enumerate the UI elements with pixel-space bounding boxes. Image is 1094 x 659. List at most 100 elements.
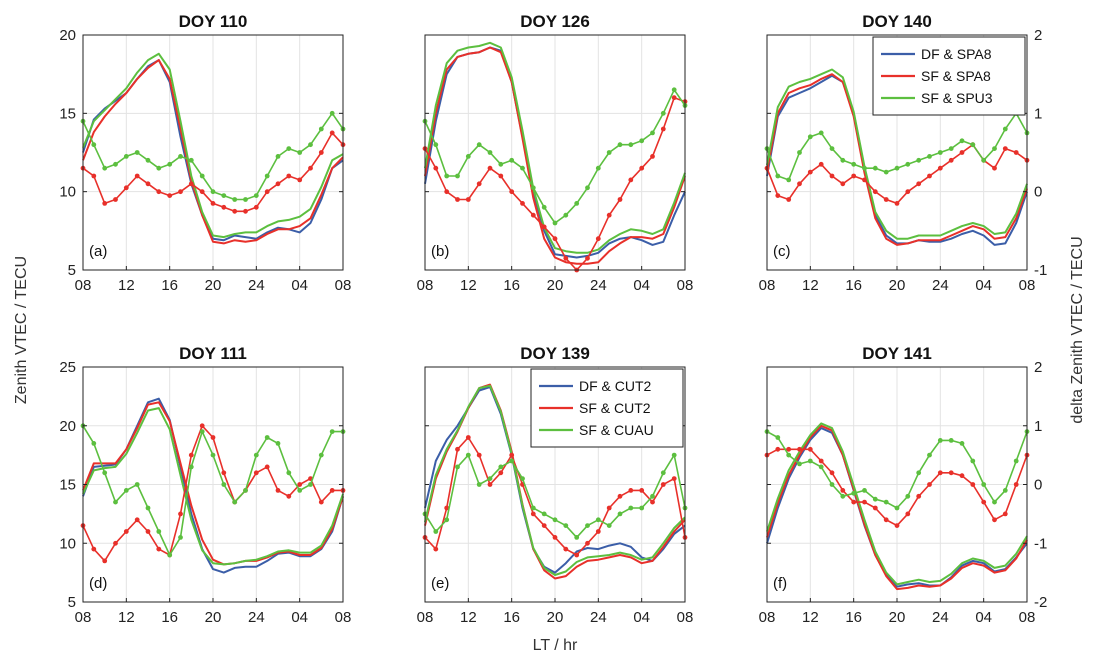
series-line-sf2-left [82,52,344,239]
data-point [444,505,450,511]
data-point [188,452,194,458]
data-point [883,499,889,505]
panel-title: DOY 111 [179,344,247,363]
data-point [433,165,439,171]
data-point [520,201,525,206]
data-point [552,220,558,226]
data-point [862,488,867,493]
data-point [628,177,634,183]
data-point [786,197,792,202]
x-tick-label: 04 [633,609,650,626]
data-point [628,488,634,493]
data-point [927,173,932,179]
data-point [455,446,460,452]
data-point [210,189,216,195]
data-point [883,169,889,175]
data-point [167,193,173,199]
data-point [639,505,645,511]
legend-entry: SF & CUT2 [579,400,651,416]
data-point [872,505,878,511]
data-point [959,150,965,155]
data-point [329,130,335,136]
x-tick-label: 20 [889,609,906,626]
data-point [1002,511,1008,517]
x-tick-label: 08 [759,277,776,294]
data-point [243,488,248,493]
data-point [530,505,536,511]
data-point [797,181,802,187]
legend: DF & CUT2 SF & CUT2 SF & CUAU [530,368,684,448]
data-point [851,173,857,179]
data-point [297,177,303,183]
data-point [275,441,281,446]
data-point [851,161,857,167]
data-point [606,212,612,218]
x-tick-label: 20 [889,277,906,294]
x-tick-label: 12 [802,609,819,626]
data-point [948,470,954,476]
legend-entry: DF & SPA8 [921,46,992,62]
data-point [275,488,281,493]
data-point [156,165,162,171]
data-point [992,146,997,152]
x-tick-label: 24 [932,277,949,294]
data-point [530,212,536,218]
data-point [541,204,547,210]
data-point [465,452,471,458]
data-point [541,511,547,517]
data-point [113,161,118,167]
series-line-sf2-left [424,384,686,576]
data-point [156,529,162,534]
data-point [498,470,504,476]
data-point [959,441,965,446]
data-point [444,189,450,195]
data-point [297,482,303,487]
data-point [329,488,335,493]
data-point [862,499,867,505]
data-point [221,204,227,210]
data-point [102,558,108,564]
data-point [916,157,922,163]
x-tick-label: 12 [118,277,135,294]
x-tick-label: 24 [932,609,949,626]
data-point [894,523,900,528]
data-point [476,142,482,148]
x-tick-label: 08 [677,609,694,626]
data-point [660,110,666,116]
data-point [639,165,645,171]
x-tick-label: 04 [975,277,992,294]
y-tick-label: 10 [59,535,76,552]
data-point [851,490,857,496]
data-point [465,197,471,202]
data-point [134,517,140,523]
x-tick-label: 08 [1019,277,1036,294]
x-tick-label: 04 [291,277,308,294]
x-tick-label: 16 [845,277,862,294]
data-point [797,150,802,155]
data-point [872,189,878,195]
data-point [786,452,792,458]
data-point [102,201,108,206]
data-point [156,546,162,552]
right-y-tick-label: -1 [1034,262,1047,279]
data-point [818,130,824,136]
data-point [574,535,580,540]
panel-title: DOY 140 [862,12,932,31]
x-tick-label: 16 [503,609,520,626]
data-point [509,157,515,163]
data-point [872,496,878,502]
y-tick-label: 15 [59,477,76,494]
data-point [585,255,590,261]
data-point [318,150,324,155]
data-point [102,165,108,171]
data-point [970,142,976,148]
data-point [264,189,270,195]
x-tick-label: 24 [590,277,607,294]
data-point [992,499,997,505]
data-point [585,540,590,546]
data-point [948,438,954,443]
x-tick-label: 20 [205,277,222,294]
series-line-sf-left [82,401,344,566]
